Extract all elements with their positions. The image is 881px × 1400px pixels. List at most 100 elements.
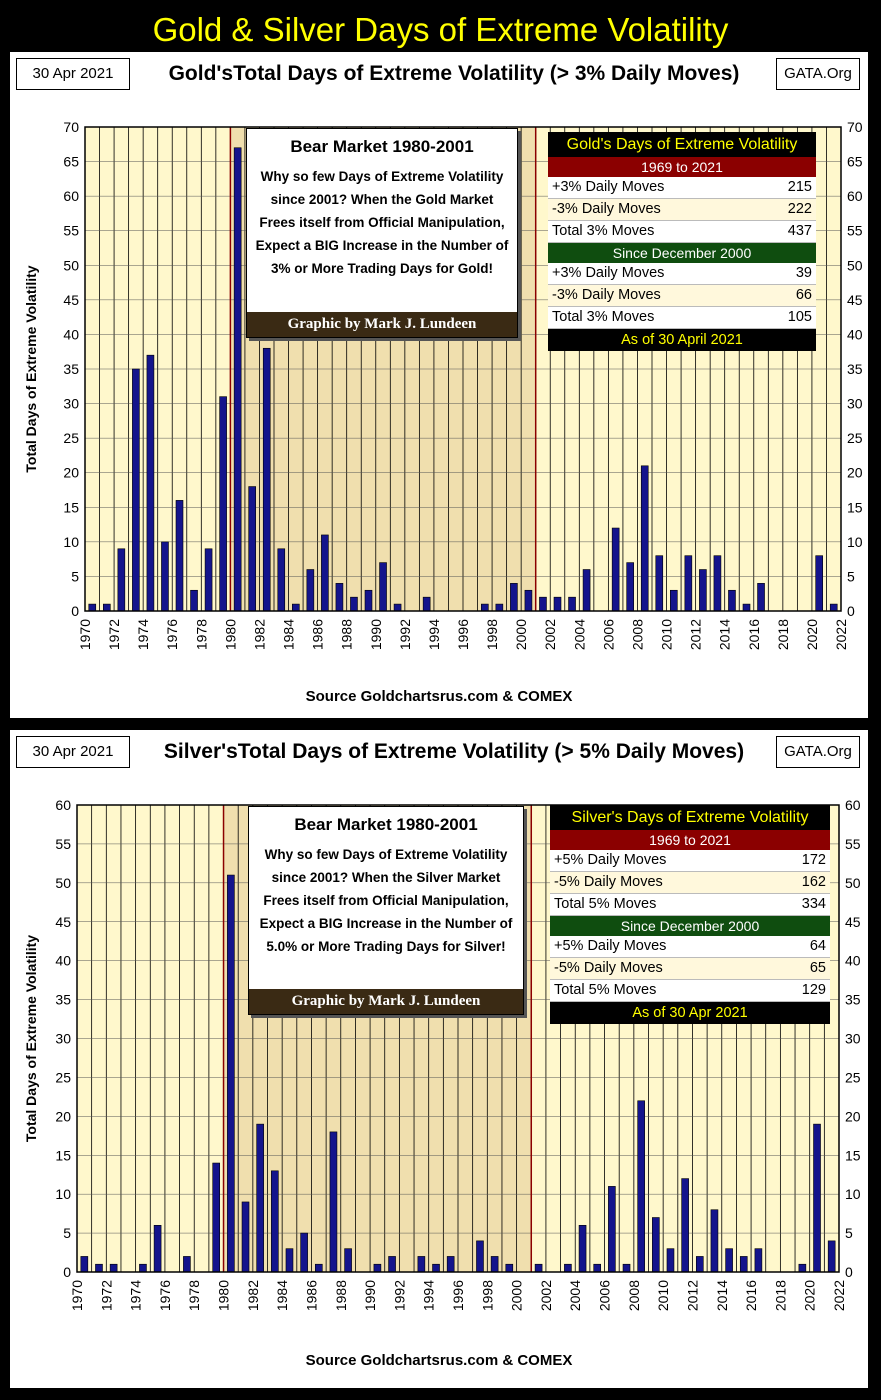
plot-frame [76, 804, 840, 1273]
stats-label: Total 3% Moves [552, 223, 655, 239]
y-tick-label: 30 [55, 1031, 71, 1047]
stats-label: +3% Daily Moves [552, 265, 665, 281]
x-tick-label: 2004 [571, 619, 587, 650]
stats-label: Total 5% Moves [554, 982, 657, 998]
y-tick-label: 40 [63, 326, 79, 342]
x-tick-label: 2004 [567, 1280, 583, 1311]
stats-label: +5% Daily Moves [554, 852, 667, 868]
x-tick-label: 1982 [245, 1280, 261, 1311]
y-tick-label-right: 55 [847, 223, 863, 239]
x-tick-label: 1996 [455, 619, 471, 650]
y-tick-label-right: 25 [845, 1069, 861, 1085]
stats-label: Total 5% Moves [554, 896, 657, 912]
x-tick-label: 2002 [538, 1280, 554, 1311]
y-tick-label: 25 [55, 1069, 71, 1085]
bar [95, 1263, 103, 1273]
bar [725, 1248, 733, 1273]
x-tick-label: 2000 [509, 1280, 525, 1311]
bar [292, 603, 300, 612]
bar [524, 589, 533, 612]
bar [481, 603, 489, 612]
bar [578, 1224, 587, 1273]
bar [611, 527, 620, 612]
y-tick-label-right: 45 [847, 292, 863, 308]
x-tick-label: 2000 [513, 619, 529, 650]
x-tick-label: 1992 [397, 619, 413, 650]
bar [285, 1248, 294, 1273]
x-tick-label: 1990 [362, 1280, 378, 1311]
stats-label: -3% Daily Moves [552, 287, 661, 303]
bar [88, 603, 97, 612]
x-tick-label: 2020 [804, 619, 820, 650]
bar [219, 396, 227, 612]
x-tick-label: 1982 [251, 619, 267, 650]
bear-market-note: Bear Market 1980-2001 Why so few Days of… [246, 128, 518, 338]
stats-value: 334 [801, 896, 826, 912]
stats-period-1: 1969 to 2021 [548, 157, 816, 177]
graphic-credit: Graphic by Mark J. Lundeen [249, 989, 523, 1014]
y-tick-label-right: 25 [847, 430, 863, 446]
bar [582, 569, 591, 612]
bar [564, 1263, 572, 1273]
y-tick-label-right: 45 [845, 914, 861, 930]
bar [132, 368, 140, 612]
bar [388, 1256, 396, 1273]
stats-row: +3% Daily Moves 39 [548, 263, 816, 285]
y-tick-label: 0 [63, 1264, 71, 1280]
x-tick-label: 1974 [135, 619, 151, 650]
bar [681, 1178, 689, 1273]
x-tick-label: 1992 [391, 1280, 407, 1311]
bar [350, 596, 358, 612]
bar [699, 569, 707, 612]
stats-value: 222 [787, 201, 812, 217]
bar [262, 347, 271, 612]
y-tick-label-right: 10 [845, 1186, 861, 1202]
bar [710, 1209, 719, 1273]
y-tick-label: 15 [55, 1147, 71, 1163]
x-tick-label: 1970 [69, 1280, 85, 1311]
bar [652, 1217, 660, 1273]
stats-value: 215 [787, 179, 812, 195]
x-tick-label: 1980 [222, 619, 238, 650]
x-tick-label: 2008 [629, 619, 645, 650]
chart-title: Silver'sTotal Days of Extreme Volatility… [163, 740, 745, 763]
bar [593, 1263, 602, 1273]
y-tick-label-right: 65 [847, 154, 863, 170]
x-tick-label: 1986 [303, 1280, 319, 1311]
x-tick-label: 2010 [655, 1280, 671, 1311]
stats-row: Total 3% Moves 105 [548, 307, 816, 329]
y-tick-label-right: 55 [845, 836, 861, 852]
bar [146, 354, 155, 612]
stats-row: Total 5% Moves 129 [550, 980, 830, 1002]
x-tick-label: 2010 [659, 619, 675, 650]
stats-label: -3% Daily Moves [552, 201, 661, 217]
x-tick-label: 1976 [164, 619, 180, 650]
x-tick-label: 1988 [333, 1280, 349, 1311]
stats-period-1: 1969 to 2021 [550, 830, 830, 850]
stats-value: 172 [801, 852, 826, 868]
stats-label: Total 3% Moves [552, 309, 655, 325]
y-tick-label: 30 [63, 396, 79, 412]
bar [490, 1256, 499, 1273]
bar [432, 1263, 440, 1273]
y-tick-label-right: 30 [847, 396, 863, 412]
stats-label: -5% Daily Moves [554, 874, 663, 890]
bar [183, 1256, 191, 1273]
x-tick-label: 2016 [743, 1280, 759, 1311]
y-tick-label: 10 [63, 534, 79, 550]
graphic-credit: Graphic by Mark J. Lundeen [247, 312, 517, 337]
stats-value: 129 [801, 982, 826, 998]
bar [495, 603, 504, 612]
site-tag: GATA.Org [776, 736, 860, 768]
x-tick-label: 2012 [684, 1280, 700, 1311]
y-axis-label: Total Days of Extreme Volatility [23, 935, 39, 1142]
x-tick-label: 1998 [479, 1280, 495, 1311]
bar [364, 589, 373, 612]
x-tick-label: 1998 [484, 619, 500, 650]
bar [476, 1240, 484, 1273]
source-note: Source Goldchartsrus.com & COMEX [305, 1352, 573, 1369]
bar [422, 596, 431, 612]
stats-table: Gold's Days of Extreme Volatility 1969 t… [548, 132, 816, 351]
x-tick-label: 2018 [772, 1280, 788, 1311]
x-tick-label: 1994 [421, 1280, 437, 1311]
